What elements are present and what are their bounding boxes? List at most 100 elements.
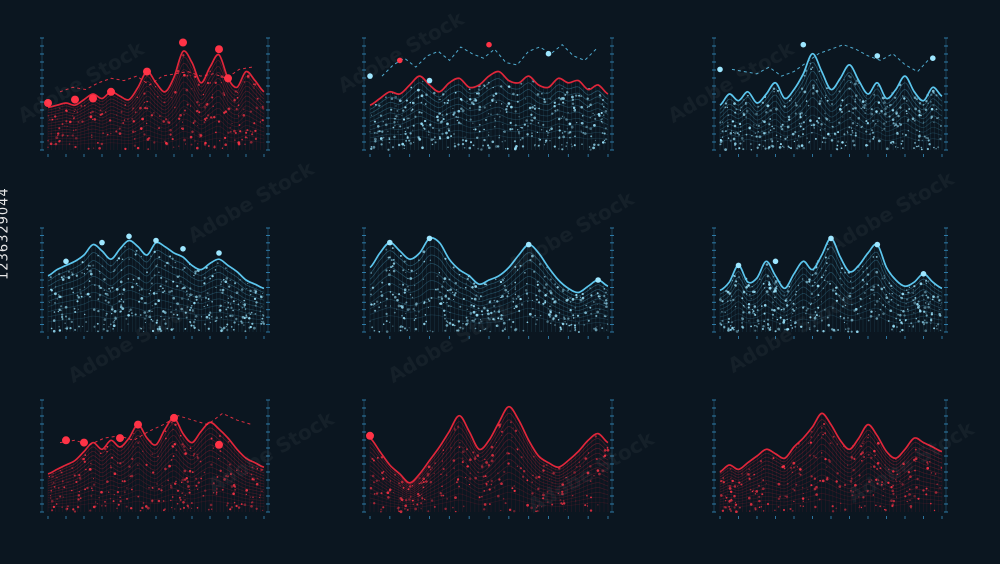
data-dot [824, 141, 827, 144]
data-dot [74, 145, 77, 149]
data-dot [733, 506, 736, 509]
wave-layer [369, 459, 609, 498]
data-dot [399, 497, 403, 500]
data-dot [531, 132, 533, 134]
data-dot [113, 270, 115, 273]
data-dot [799, 115, 802, 117]
data-dot [378, 130, 381, 133]
data-dot [375, 479, 378, 482]
data-dot [539, 314, 542, 317]
data-dot [410, 109, 413, 112]
data-dot [769, 118, 772, 120]
data-dot [197, 488, 199, 490]
data-dot [939, 137, 942, 141]
data-dot [54, 142, 58, 146]
data-dot [549, 291, 553, 295]
data-dot [79, 292, 82, 295]
data-dot [227, 441, 230, 443]
data-dot [923, 323, 925, 326]
data-dot [605, 302, 608, 305]
data-dot [861, 106, 865, 109]
data-dot [596, 469, 600, 472]
data-dot [574, 135, 576, 138]
data-dot [935, 148, 937, 150]
data-dot [136, 146, 140, 150]
data-dot [222, 91, 225, 95]
data-dot [772, 301, 774, 304]
data-dot [546, 92, 548, 94]
data-dot [861, 125, 864, 128]
data-dot [915, 98, 919, 101]
data-dot [506, 147, 509, 150]
data-dot [761, 305, 763, 307]
data-dot [919, 309, 922, 313]
data-dot [768, 328, 772, 331]
data-dot [842, 317, 846, 320]
data-dot [72, 291, 74, 294]
data-dot [871, 131, 875, 134]
data-dot [414, 115, 417, 118]
wave-layer [719, 468, 943, 495]
data-dot [488, 300, 491, 304]
data-dot [876, 482, 879, 485]
data-dot [525, 292, 529, 295]
data-dot [204, 141, 207, 145]
data-dot [581, 292, 584, 296]
data-dot [526, 321, 529, 324]
data-dot [196, 125, 198, 127]
data-dot [203, 276, 206, 279]
data-dot [207, 298, 210, 300]
data-dot [394, 95, 398, 99]
data-dot [740, 137, 744, 140]
data-dot [232, 309, 234, 312]
data-dot [537, 122, 540, 124]
data-dot [908, 286, 911, 289]
data-dot [537, 145, 540, 147]
data-dot [782, 319, 786, 322]
data-dot [234, 485, 237, 488]
data-dot [868, 140, 872, 143]
wave-layer [719, 431, 943, 480]
data-dot [139, 127, 143, 130]
data-dot [212, 447, 215, 449]
data-dot [386, 491, 390, 495]
data-dot [136, 284, 139, 287]
data-dot [140, 327, 142, 330]
data-dot [117, 257, 121, 260]
data-dot [579, 465, 581, 467]
data-dot [204, 489, 207, 492]
data-dot [394, 125, 396, 127]
data-dot [875, 478, 878, 481]
data-dot [415, 302, 418, 305]
y-axis-left [40, 37, 44, 151]
data-dot [842, 298, 845, 301]
data-dot [882, 495, 884, 497]
data-dot [492, 94, 495, 97]
data-dot [559, 97, 563, 101]
data-dot [156, 319, 159, 322]
data-dot [456, 425, 460, 428]
data-dot [188, 469, 192, 473]
data-dot [132, 120, 136, 123]
data-dot [532, 308, 534, 310]
data-dot [536, 281, 539, 283]
data-dot [800, 87, 804, 90]
data-dot [891, 108, 895, 112]
data-dot [254, 137, 257, 140]
data-dot [176, 276, 178, 278]
data-dot [424, 103, 427, 105]
data-dot [179, 434, 182, 437]
data-dot [129, 308, 132, 311]
data-dot [172, 328, 175, 330]
data-dot [78, 474, 81, 477]
data-dot [160, 316, 162, 318]
data-dot [883, 275, 886, 277]
data-dot [881, 96, 885, 100]
data-dot [369, 486, 373, 490]
data-dot [721, 319, 724, 322]
data-dot [74, 136, 78, 140]
data-dot [792, 461, 796, 465]
data-dot [251, 466, 254, 469]
data-dot [427, 130, 430, 132]
data-dot [927, 139, 930, 142]
